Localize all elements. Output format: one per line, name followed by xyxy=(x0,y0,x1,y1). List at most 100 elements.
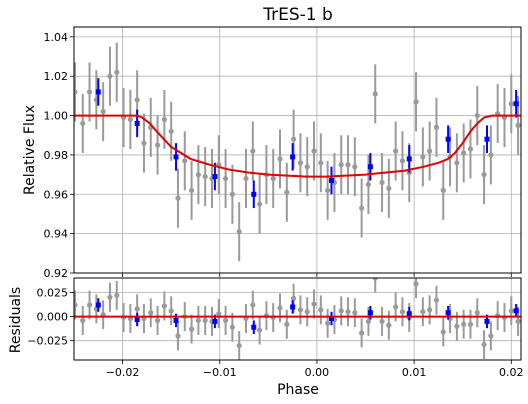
raw-point xyxy=(345,309,351,315)
raw-point xyxy=(461,150,467,156)
raw-point xyxy=(154,317,161,324)
raw-point xyxy=(338,308,344,314)
binned-point xyxy=(513,101,519,107)
residuals-panel-frame xyxy=(73,277,522,361)
residuals-ylabel: Residuals xyxy=(8,287,24,353)
binned-point xyxy=(406,156,412,162)
x-tick-label: 0.02 xyxy=(499,366,524,379)
raw-point xyxy=(291,295,297,301)
x-tick-label: −0.02 xyxy=(106,366,140,379)
raw-point xyxy=(338,162,344,168)
raw-point xyxy=(188,326,195,332)
raw-point xyxy=(236,229,242,235)
raw-point xyxy=(427,307,433,313)
residuals-grid xyxy=(74,278,521,360)
raw-point xyxy=(175,333,181,339)
raw-point xyxy=(359,205,365,211)
raw-point xyxy=(318,307,324,313)
raw-point xyxy=(277,156,283,162)
raw-point xyxy=(372,91,378,97)
raw-point xyxy=(284,321,290,327)
raw-point xyxy=(454,160,460,166)
binned-point xyxy=(134,316,140,322)
raw-point xyxy=(161,116,167,123)
raw-point xyxy=(284,189,290,195)
raw-point xyxy=(386,185,392,191)
raw-point xyxy=(222,175,229,182)
residuals-xlabel: Phase xyxy=(277,382,319,398)
binned-point xyxy=(212,174,218,180)
residuals-ticks: −0.02 −0.01 0.00 0.01 0.02 −0.025 0.000 0.025 xyxy=(27,286,523,379)
binned-point xyxy=(251,191,257,197)
binned-point xyxy=(95,302,101,308)
raw-point xyxy=(304,164,310,170)
raw-point xyxy=(243,175,249,182)
flux-panel: 0.92 0.94 0.96 0.98 1.00 1.02 1.04 Relative Fl… xyxy=(22,26,522,280)
raw-point xyxy=(257,201,263,207)
raw-point xyxy=(433,124,440,130)
raw-point xyxy=(467,321,474,327)
raw-point xyxy=(127,116,133,123)
binned-point xyxy=(134,120,140,126)
binned-point xyxy=(173,317,179,323)
raw-point xyxy=(481,341,487,348)
raw-point xyxy=(433,297,440,303)
raw-point xyxy=(420,154,426,160)
raw-point xyxy=(107,73,113,79)
y-tick-label: 0.98 xyxy=(44,149,69,162)
raw-point xyxy=(168,308,174,314)
raw-point xyxy=(359,330,365,336)
raw-point xyxy=(461,321,467,327)
raw-point xyxy=(427,148,433,154)
raw-point xyxy=(399,158,406,164)
raw-point xyxy=(74,89,78,95)
binned-point xyxy=(212,318,218,324)
raw-point xyxy=(222,317,229,324)
raw-point xyxy=(311,301,317,307)
raw-point xyxy=(420,309,426,315)
flux-grid xyxy=(74,27,521,274)
raw-point xyxy=(515,122,521,128)
raw-point xyxy=(440,329,446,335)
flux-ylabel: Relative Flux xyxy=(22,105,38,195)
raw-point xyxy=(365,181,372,188)
binned-point xyxy=(367,310,373,316)
raw-point xyxy=(297,160,304,166)
binned-point xyxy=(95,89,101,95)
binned-point xyxy=(445,310,451,316)
y-tick-label: 0.96 xyxy=(44,188,69,201)
raw-point xyxy=(318,160,324,166)
flux-binned-points xyxy=(95,78,519,209)
raw-point xyxy=(372,278,378,281)
x-tick-label: 0.01 xyxy=(402,366,427,379)
raw-point xyxy=(365,318,372,325)
raw-point xyxy=(80,120,86,127)
raw-point xyxy=(311,148,317,154)
raw-point xyxy=(86,89,93,95)
raw-point xyxy=(488,333,494,339)
binned-point xyxy=(513,308,519,314)
raw-point xyxy=(114,292,120,298)
raw-point xyxy=(393,148,399,154)
raw-point xyxy=(134,306,140,312)
raw-point xyxy=(114,69,120,75)
raw-point xyxy=(515,318,521,325)
raw-point xyxy=(141,140,147,146)
raw-point xyxy=(195,317,201,324)
binned-point xyxy=(329,178,335,184)
raw-point xyxy=(182,158,188,164)
raw-point xyxy=(168,128,174,134)
raw-point xyxy=(304,309,310,315)
raw-point xyxy=(100,109,106,115)
y-tick-label: 1.04 xyxy=(44,31,69,44)
raw-point xyxy=(148,310,154,316)
binned-point xyxy=(290,304,296,310)
raw-point xyxy=(393,304,399,310)
raw-point xyxy=(474,112,480,119)
raw-point xyxy=(107,294,113,300)
y-tick-label: 0.000 xyxy=(37,311,69,324)
raw-point xyxy=(467,146,474,152)
raw-point xyxy=(202,317,208,324)
raw-point xyxy=(386,322,392,328)
